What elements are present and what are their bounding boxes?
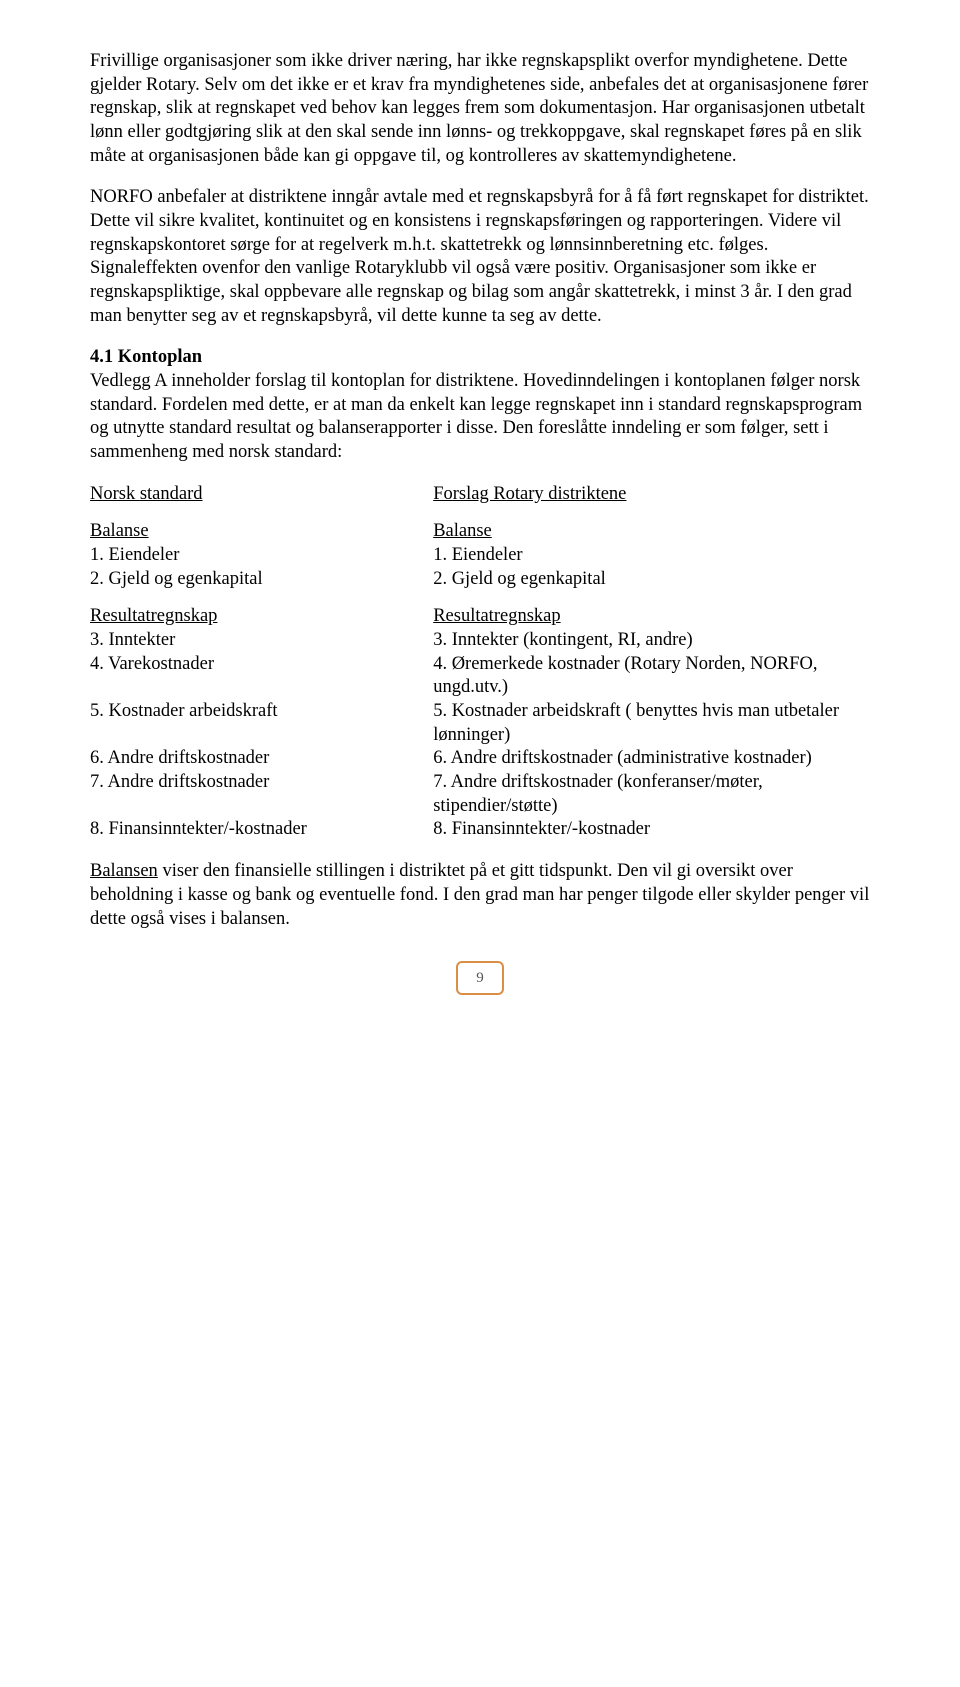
paragraph-1: Frivillige organisasjoner som ikke drive… [90,50,870,168]
res-r6: 6. Andre driftskostnader (administrative… [433,747,870,771]
paragraph-3: Vedlegg A inneholder forslag til kontopl… [90,371,862,462]
bal-r2: 2. Gjeld og egenkapital [433,568,870,592]
res-r8: 8. Finansinntekter/-kostnader [433,818,870,842]
col-right-header: Forslag Rotary distriktene [433,484,626,504]
section-4-1: 4.1 Kontoplan Vedlegg A inneholder forsl… [90,346,870,464]
bal-r1: 1. Eiendeler [433,544,870,568]
resultat-left: Resultatregnskap [90,606,217,626]
table-row: 4. Varekostnader 4. Øremerkede kostnader… [90,653,870,700]
kontoplan-table: Norsk standard Forslag Rotary distrikten… [90,483,870,842]
document-page: Frivillige organisasjoner som ikke drive… [0,0,960,1035]
res-r7: 7. Andre driftskostnader (konferanser/mø… [433,771,870,818]
bal-l1: 1. Eiendeler [90,544,433,568]
table-row: 7. Andre driftskostnader 7. Andre drifts… [90,771,870,818]
table-row: 6. Andre driftskostnader 6. Andre drifts… [90,747,870,771]
paragraph-2: NORFO anbefaler at distriktene inngår av… [90,186,870,328]
paragraph-4: Balansen viser den finansielle stillinge… [90,860,870,931]
res-r4: 4. Øremerkede kostnader (Rotary Norden, … [433,653,870,700]
resultat-right: Resultatregnskap [433,606,560,626]
table-row: 5. Kostnader arbeidskraft 5. Kostnader a… [90,700,870,747]
res-l8: 8. Finansinntekter/-kostnader [90,818,433,842]
res-r5: 5. Kostnader arbeidskraft ( benyttes hvi… [433,700,870,747]
table-row: 8. Finansinntekter/-kostnader 8. Finansi… [90,818,870,842]
res-l5: 5. Kostnader arbeidskraft [90,700,433,747]
page-number: 9 [456,961,504,995]
table-row: Balanse Balanse [90,520,870,544]
bal-l2: 2. Gjeld og egenkapital [90,568,433,592]
balanse-right: Balanse [433,521,492,541]
balansen-label: Balansen [90,861,158,881]
heading-4-1: 4.1 Kontoplan [90,347,202,367]
table-row: Resultatregnskap Resultatregnskap [90,605,870,629]
res-r3: 3. Inntekter (kontingent, RI, andre) [433,629,870,653]
res-l4: 4. Varekostnader [90,653,433,700]
table-header-row: Norsk standard Forslag Rotary distrikten… [90,483,870,507]
col-left-header: Norsk standard [90,484,203,504]
balanse-left: Balanse [90,521,149,541]
table-row: 3. Inntekter 3. Inntekter (kontingent, R… [90,629,870,653]
table-row: 1. Eiendeler 1. Eiendeler [90,544,870,568]
res-l6: 6. Andre driftskostnader [90,747,433,771]
table-row: 2. Gjeld og egenkapital 2. Gjeld og egen… [90,568,870,592]
paragraph-4-rest: viser den finansielle stillingen i distr… [90,861,869,928]
res-l7: 7. Andre driftskostnader [90,771,433,818]
res-l3: 3. Inntekter [90,629,433,653]
